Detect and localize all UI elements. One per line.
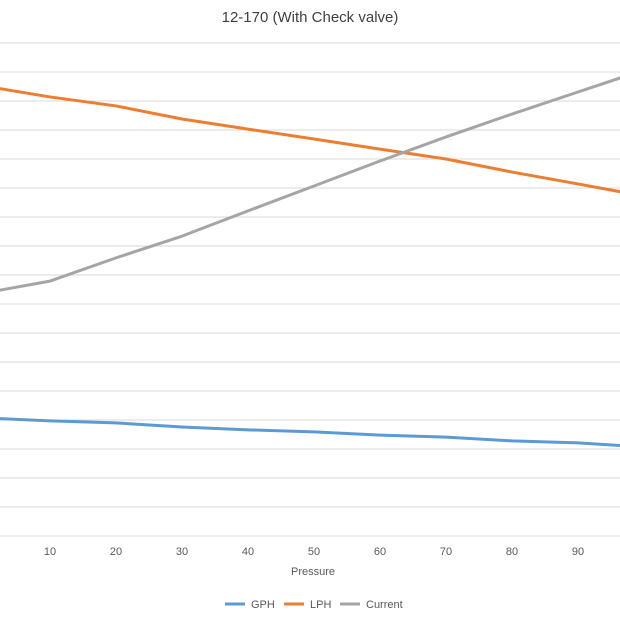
x-axis-label: Pressure bbox=[291, 566, 335, 578]
legend-label: GPH bbox=[251, 599, 275, 611]
x-tick-label: 50 bbox=[308, 546, 320, 558]
x-tick-label: 30 bbox=[176, 546, 188, 558]
series-line bbox=[0, 87, 620, 194]
series-line bbox=[0, 417, 620, 447]
legend-label: LPH bbox=[310, 599, 331, 611]
x-tick-label: 90 bbox=[572, 546, 584, 558]
x-tick-label: 10 bbox=[44, 546, 56, 558]
chart-title: 12-170 (With Check valve) bbox=[222, 9, 399, 26]
x-tick-label: 70 bbox=[440, 546, 452, 558]
x-tick-label: 60 bbox=[374, 546, 386, 558]
x-tick-label: 40 bbox=[242, 546, 254, 558]
x-tick-label: 80 bbox=[506, 546, 518, 558]
legend-label: Current bbox=[366, 599, 403, 611]
x-tick-label: 20 bbox=[110, 546, 122, 558]
series-line bbox=[0, 76, 620, 292]
